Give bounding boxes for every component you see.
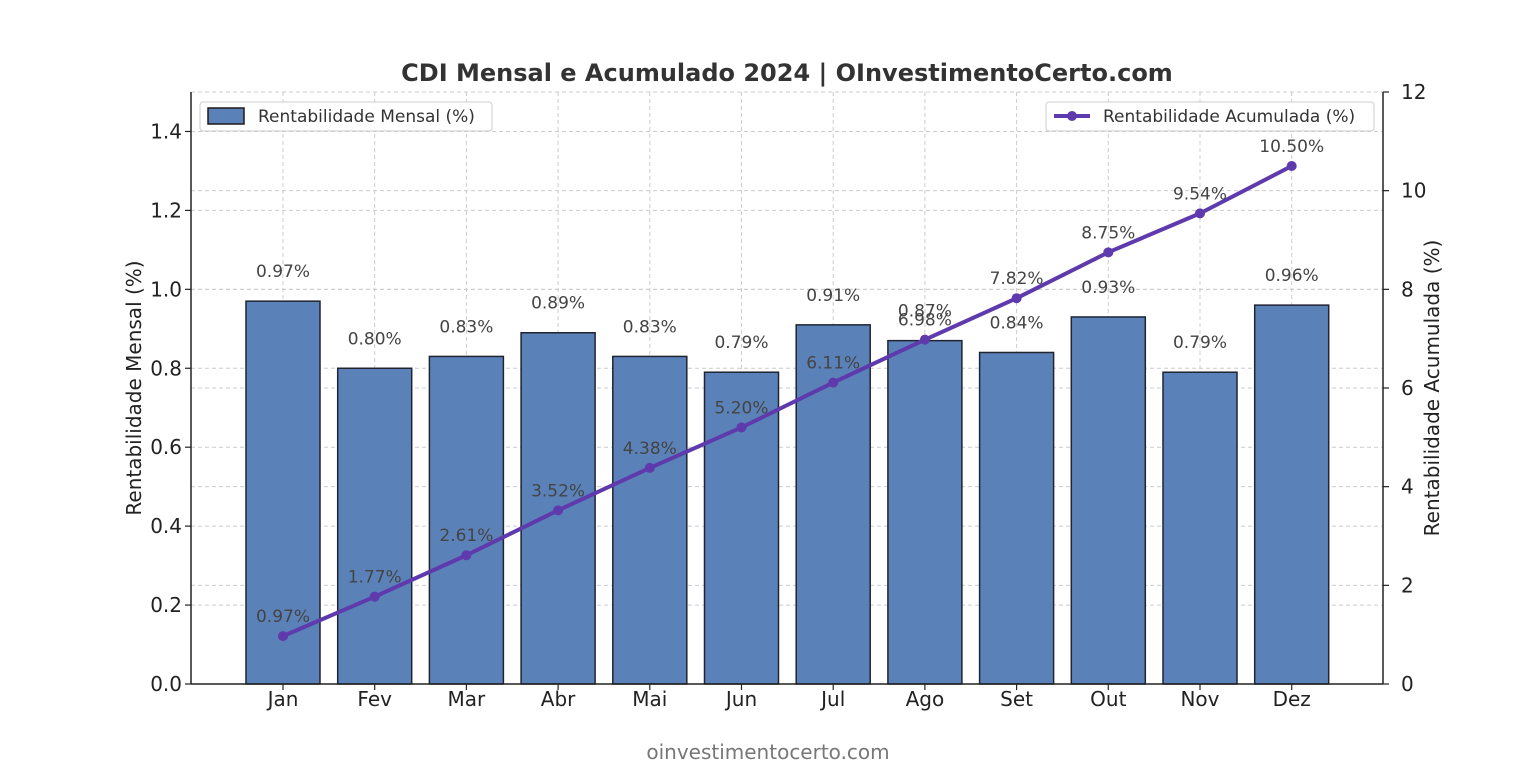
legend-bar-swatch — [207, 107, 245, 125]
line-point — [1195, 208, 1205, 219]
line-point — [553, 505, 564, 516]
data-labels: 0.97% 0.80% 0.83% 0.89% 0.83% 0.79% 0.91% 0.87%… — [256, 137, 1324, 627]
x-tick-label: Jul — [819, 687, 845, 711]
line-value-label: 7.82% — [990, 269, 1044, 289]
bar-series — [245, 300, 1330, 685]
left-tick-label: 0.6 — [150, 435, 182, 459]
left-tick-label: 1.4 — [150, 119, 182, 143]
right-tick-label: 0 — [1401, 672, 1414, 696]
footer-watermark: oinvestimentocerto.com — [646, 740, 889, 764]
line-value-label: 0.97% — [256, 607, 310, 627]
bar-value-label: 0.80% — [348, 329, 402, 349]
line-value-label: 5.20% — [714, 398, 768, 418]
axes: 0.0 0.2 0.4 0.6 0.8 1.0 1.2 1.4 0 2 4 6 8 10 12 Jan Fev M… — [150, 80, 1426, 711]
legend-line: Rentabilidade Acumulada (%) — [1045, 101, 1375, 132]
bar-value-label: 0.83% — [623, 317, 677, 337]
line-value-label: 10.50% — [1259, 137, 1324, 157]
right-tick-label: 12 — [1401, 80, 1426, 104]
legend-bar-label: Rentabilidade Mensal (%) — [258, 107, 475, 127]
x-tick-label: Set — [1000, 687, 1033, 711]
x-tick-label: Out — [1090, 687, 1126, 711]
legend-bar: Rentabilidade Mensal (%) — [199, 101, 493, 132]
line-point — [1103, 247, 1114, 258]
x-tick-label: Fev — [357, 687, 392, 711]
x-tick-label: Abr — [541, 687, 576, 711]
right-tick-label: 10 — [1401, 179, 1426, 203]
bar-value-label: 0.89% — [531, 294, 585, 314]
line-value-label: 1.77% — [348, 568, 402, 588]
bar — [428, 355, 505, 685]
bar-value-label: 0.83% — [439, 317, 493, 337]
line-value-label: 4.38% — [623, 439, 677, 459]
bar — [1253, 304, 1330, 685]
line-point — [1011, 293, 1022, 304]
x-tick-label: Ago — [906, 687, 945, 711]
x-tick-label: Jan — [266, 687, 299, 711]
line-point — [644, 462, 655, 473]
line-value-label: 6.98% — [898, 311, 952, 331]
bar-value-label: 0.79% — [1173, 333, 1227, 353]
line-value-label: 6.11% — [806, 354, 860, 374]
right-tick-label: 2 — [1401, 573, 1414, 597]
left-tick-label: 0.8 — [150, 356, 182, 380]
bar-value-label: 0.84% — [990, 313, 1044, 333]
bar-value-label: 0.93% — [1081, 278, 1135, 298]
line-value-label: 8.75% — [1081, 223, 1135, 243]
line-point — [1286, 161, 1297, 171]
line-value-label: 3.52% — [531, 481, 585, 501]
right-tick-label: 8 — [1401, 277, 1414, 301]
left-tick-label: 0.0 — [150, 672, 182, 696]
bar — [703, 371, 780, 685]
bar-value-label: 0.97% — [256, 262, 310, 282]
cumulative-line — [282, 164, 1293, 638]
line-series — [278, 161, 1297, 642]
line-point — [828, 377, 839, 388]
legend-line-marker — [1067, 111, 1077, 121]
line-point — [461, 550, 472, 561]
line-value-label: 9.54% — [1173, 184, 1227, 204]
right-tick-label: 6 — [1401, 376, 1414, 400]
x-tick-label: Mai — [632, 687, 667, 711]
left-tick-label: 1.0 — [150, 277, 182, 301]
right-tick-label: 4 — [1401, 475, 1414, 499]
line-point — [278, 631, 288, 642]
bar-value-label: 0.96% — [1265, 266, 1319, 286]
bar-value-label: 0.91% — [806, 286, 860, 306]
legend-line-label: Rentabilidade Acumulada (%) — [1103, 107, 1355, 127]
left-tick-label: 0.2 — [150, 593, 182, 617]
line-point — [736, 422, 747, 433]
left-axis-label: Rentabilidade Mensal (%) — [122, 260, 146, 515]
x-tick-label: Nov — [1180, 687, 1219, 711]
x-tick-label: Mar — [448, 687, 487, 711]
bar-value-label: 0.79% — [714, 333, 768, 353]
x-tick-label: Dez — [1273, 687, 1311, 711]
bar — [1162, 371, 1238, 685]
bar — [978, 351, 1055, 685]
left-tick-label: 0.4 — [150, 514, 182, 538]
line-point — [369, 591, 380, 602]
bar-value-label: 0.87% — [898, 302, 952, 322]
line-point — [919, 334, 930, 345]
bar — [1070, 316, 1147, 685]
bar — [887, 339, 963, 685]
chart-title: CDI Mensal e Acumulado 2024 | OInvestime… — [401, 59, 1173, 87]
bar — [336, 367, 413, 685]
bar — [612, 355, 688, 685]
right-axis-label: Rentabilidade Acumulada (%) — [1420, 240, 1444, 537]
line-value-label: 2.61% — [439, 526, 493, 546]
x-tick-label: Jun — [724, 687, 757, 711]
left-tick-label: 1.2 — [150, 198, 182, 222]
